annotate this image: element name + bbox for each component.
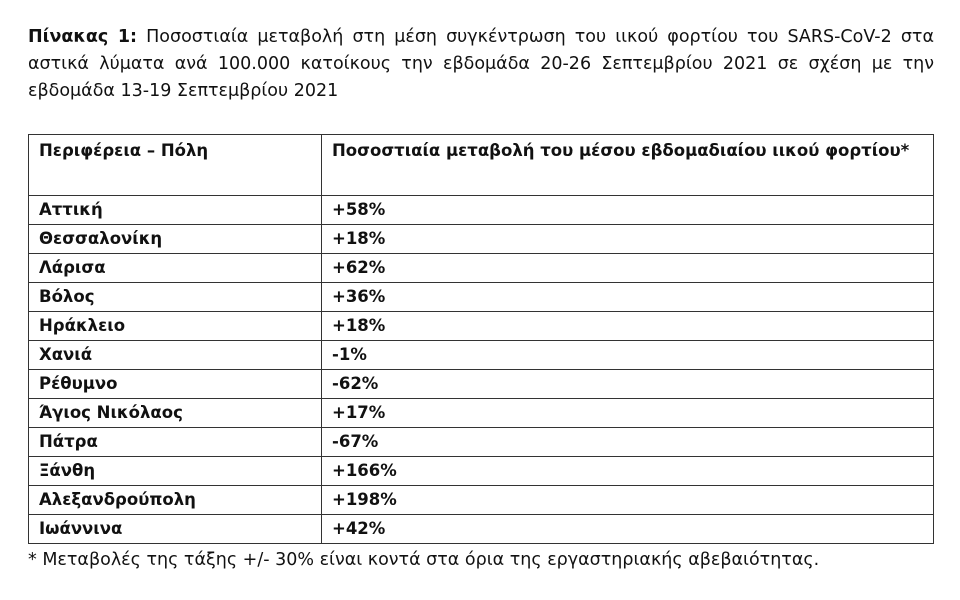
caption: Πίνακας 1: Ποσοστιαία μεταβολή στη μέση …	[28, 24, 934, 105]
region-cell: Αττική	[28, 195, 322, 225]
change-cell: +18%	[321, 311, 934, 341]
change-cell: +58%	[321, 195, 934, 225]
change-cell: +17%	[321, 398, 934, 428]
table-row: Θεσσαλονίκη +18%	[28, 224, 934, 254]
footnote: * Μεταβολές της τάξης +/- 30% είναι κοντ…	[28, 550, 820, 570]
region-cell: Αλεξανδρούπολη	[28, 485, 322, 515]
table-row: Ρέθυμνο -62%	[28, 369, 934, 399]
region-cell: Βόλος	[28, 282, 322, 312]
change-cell: -67%	[321, 427, 934, 457]
caption-label: Πίνακας 1:	[28, 27, 138, 47]
change-cell: +18%	[321, 224, 934, 254]
table-row: Άγιος Νικόλαος +17%	[28, 398, 934, 428]
table-row: Ξάνθη +166%	[28, 456, 934, 486]
region-cell: Πάτρα	[28, 427, 322, 457]
region-cell: Ιωάννινα	[28, 514, 322, 544]
caption-text: Ποσοστιαία μεταβολή στη μέση συγκέντρωση…	[28, 27, 934, 101]
region-cell: Ξάνθη	[28, 456, 322, 486]
table-row: Ιωάννινα +42%	[28, 514, 934, 544]
change-cell: +42%	[321, 514, 934, 544]
change-cell: +198%	[321, 485, 934, 515]
region-cell: Άγιος Νικόλαος	[28, 398, 322, 428]
region-cell: Λάρισα	[28, 253, 322, 283]
header-cell: Ποσοστιαία μεταβολή του μέσου εβδομαδιαί…	[321, 134, 934, 196]
region-cell: Ηράκλειο	[28, 311, 322, 341]
table-row: Λάρισα +62%	[28, 253, 934, 283]
table-row: Χανιά -1%	[28, 340, 934, 370]
change-cell: +166%	[321, 456, 934, 486]
change-cell: -1%	[321, 340, 934, 370]
region-cell: Ρέθυμνο	[28, 369, 322, 399]
change-cell: -62%	[321, 369, 934, 399]
header-cell: Περιφέρεια – Πόλη	[28, 134, 322, 196]
table-row: Αλεξανδρούπολη +198%	[28, 485, 934, 515]
table-row: Αττική +58%	[28, 195, 934, 225]
change-cell: +36%	[321, 282, 934, 312]
region-cell: Χανιά	[28, 340, 322, 370]
table-row: Ηράκλειο +18%	[28, 311, 934, 341]
change-cell: +62%	[321, 253, 934, 283]
table: Περιφέρεια – Πόλη Ποσοστιαία μεταβολή το…	[28, 134, 934, 544]
table-row: Πάτρα -67%	[28, 427, 934, 457]
table-row: Βόλος +36%	[28, 282, 934, 312]
header-row: Περιφέρεια – Πόλη Ποσοστιαία μεταβολή το…	[28, 134, 934, 196]
region-cell: Θεσσαλονίκη	[28, 224, 322, 254]
